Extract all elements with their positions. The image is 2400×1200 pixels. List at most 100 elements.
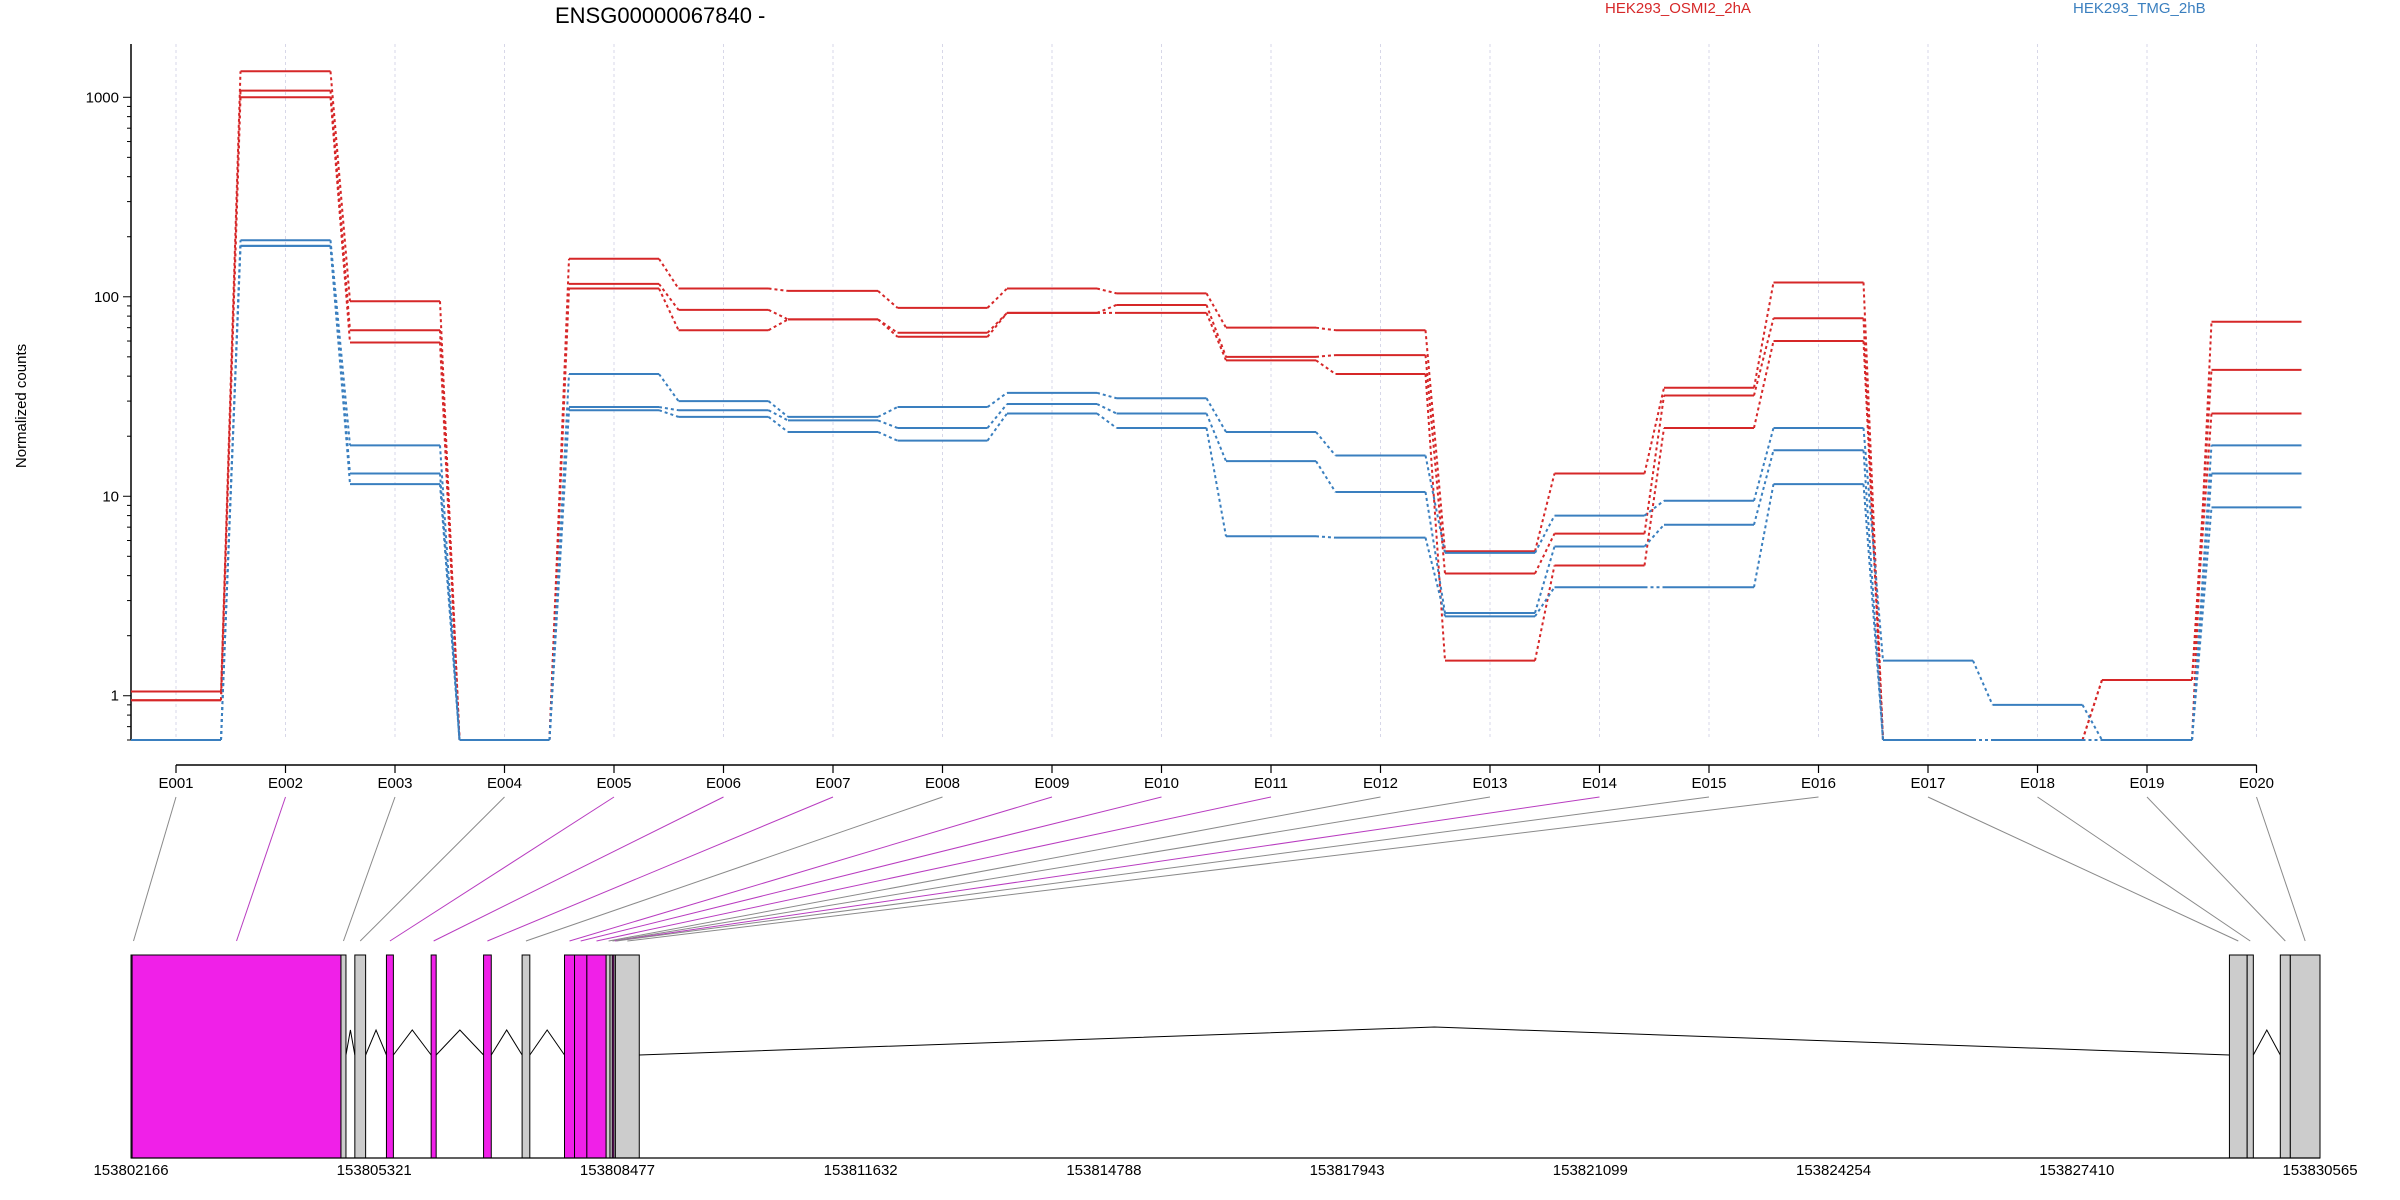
data-connector <box>2191 507 2213 741</box>
series-3 <box>131 96 2302 741</box>
coordinate-label: 153817943 <box>1310 1162 1385 1179</box>
connector <box>2037 796 2251 942</box>
data-connector <box>329 71 351 302</box>
data-connector <box>986 392 1008 408</box>
coordinate-label: 153824254 <box>1796 1162 1871 1179</box>
exon-e010 <box>574 954 588 1159</box>
coordinate-label: 153814788 <box>1066 1162 1141 1179</box>
data-connector <box>1205 397 1227 433</box>
data-connector <box>1315 326 1336 332</box>
data-connector <box>1862 340 1884 741</box>
x-tick-label: E014 <box>1582 775 1617 792</box>
coordinate-label: 153811632 <box>824 1162 898 1179</box>
data-connector <box>1096 391 1117 400</box>
data-connector <box>1205 413 1227 462</box>
data-connector <box>1424 537 1446 617</box>
x-tick-label: E003 <box>377 775 412 792</box>
x-tick-label: E008 <box>925 775 960 792</box>
series-6 <box>131 244 2302 741</box>
connector <box>236 796 286 942</box>
exon-e017 <box>2228 954 2248 1159</box>
connector <box>133 796 177 942</box>
data-connector <box>658 409 679 418</box>
data-connector <box>658 288 680 331</box>
intron <box>392 1029 432 1056</box>
data-connector <box>1972 660 1994 706</box>
data-connector <box>658 258 680 290</box>
data-connector <box>768 409 789 422</box>
data-connector <box>986 403 1008 429</box>
data-connector <box>329 245 351 485</box>
exon-e002 <box>131 954 342 1159</box>
connector <box>569 796 1053 942</box>
data-connector <box>1862 484 1884 741</box>
data-connector <box>986 312 1008 334</box>
y-tick-label: 1000 <box>86 89 119 106</box>
x-tick-label: E012 <box>1363 775 1398 792</box>
data-connector <box>768 318 789 332</box>
data-connector <box>767 416 789 433</box>
data-connector <box>220 245 242 741</box>
intron <box>639 1026 2230 1056</box>
data-connector <box>1643 499 1665 517</box>
data-connector <box>1205 312 1227 361</box>
data-connector <box>2191 413 2213 681</box>
data-connector <box>986 287 1008 309</box>
y-tick-label: 10 <box>102 488 119 505</box>
x-tick-label: E011 <box>1254 775 1288 792</box>
intron <box>490 1029 523 1056</box>
data-connector <box>1424 491 1446 614</box>
data-connector <box>1862 450 1884 741</box>
x-tick-label: E018 <box>2020 775 2055 792</box>
genomic-coordinates: 153802166 153805321 153808477 153811632 1538… <box>93 1162 2357 1179</box>
data-connector <box>877 419 898 429</box>
x-tick-label: E016 <box>1801 775 1836 792</box>
coordinate-label: 153805321 <box>337 1162 412 1179</box>
data-connector <box>439 484 461 741</box>
gene-model <box>130 954 2321 1159</box>
series-lines <box>131 70 2302 741</box>
data-connector <box>768 308 789 321</box>
data-connector <box>1753 483 1775 588</box>
connector <box>487 796 834 942</box>
y-axis-label: Normalized counts <box>13 344 30 468</box>
data-connector <box>1205 427 1227 537</box>
data-connector <box>658 406 679 412</box>
connector <box>342 796 396 942</box>
x-tick-label: E004 <box>487 775 522 792</box>
data-connector <box>877 290 899 309</box>
x-tick-label: E017 <box>1910 775 1945 792</box>
x-tick-label: E007 <box>815 775 850 792</box>
connector <box>433 796 724 942</box>
data-connector <box>2191 369 2213 681</box>
x-tick-label: E009 <box>1034 775 1069 792</box>
exon-e020 <box>2289 954 2321 1159</box>
connector <box>616 796 1710 942</box>
axes <box>130 44 2257 766</box>
exon-e007 <box>483 954 492 1159</box>
data-connector <box>2081 679 2103 741</box>
x-tick-label: E006 <box>706 775 741 792</box>
data-connector <box>1643 395 1665 534</box>
connector <box>612 796 1491 942</box>
data-connector <box>1753 427 1775 501</box>
exon-connectors <box>133 796 2306 942</box>
x-tick-label: E005 <box>596 775 631 792</box>
connector <box>2256 796 2306 942</box>
data-connector <box>1096 287 1117 295</box>
connector <box>627 796 1819 942</box>
exon-e008 <box>521 954 531 1159</box>
data-connector <box>1753 450 1775 525</box>
x-tick-label: E015 <box>1691 775 1726 792</box>
gridlines <box>175 44 2257 740</box>
exon-e009 <box>563 954 576 1159</box>
series-1 <box>131 70 2302 741</box>
exon-e011 <box>586 954 607 1159</box>
y-tick-label: 1 <box>111 688 119 705</box>
data-connector <box>1643 524 1665 548</box>
coordinate-label: 153802166 <box>93 1162 168 1179</box>
data-connector <box>1534 546 1556 614</box>
data-connector <box>220 97 242 701</box>
connector <box>596 796 1272 942</box>
